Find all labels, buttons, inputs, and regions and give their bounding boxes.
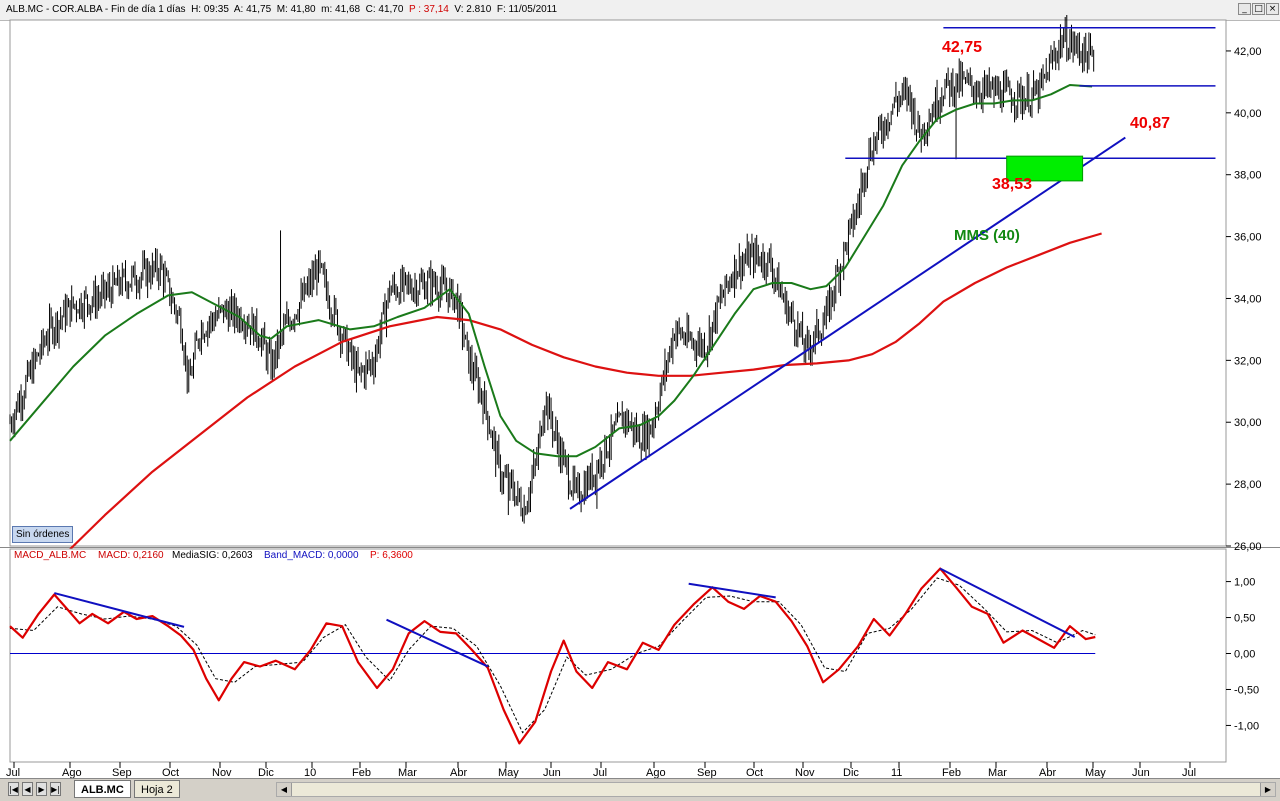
title-info: ALB.MC - COR.ALBA - Fin de día 1 días H:… <box>6 4 409 15</box>
level-support-label: 40,87 <box>1130 115 1170 132</box>
price-ytick-label: 32,00 <box>1234 355 1262 367</box>
month-tick-label: Abr <box>450 767 467 779</box>
month-tick-label: Dic <box>843 767 859 779</box>
title-p-value: P : 37,14 <box>408 4 449 15</box>
title-volume-date: V: 2.810 F: 11/05/2011 <box>448 4 558 15</box>
level-high-label: 42,75 <box>942 39 982 56</box>
macd-divergence-line <box>688 582 776 599</box>
macd-signal-value: MediaSIG: 0,2603 <box>172 550 253 561</box>
price-ytick-label: 26,00 <box>1234 541 1262 553</box>
price-ytick-label: 30,00 <box>1234 417 1262 429</box>
month-tick-label: Dic <box>258 767 274 779</box>
no-orders-badge[interactable]: Sin órdenes <box>12 526 74 543</box>
macd-divergence-line <box>939 567 1076 638</box>
last-sheet-button[interactable]: ▶| <box>50 782 61 796</box>
macd-ytick-label: 1,00 <box>1234 577 1255 589</box>
month-tick-label: Jul <box>6 767 20 779</box>
tab-hoja-2[interactable]: Hoja 2 <box>134 780 180 798</box>
price-ytick-label: 28,00 <box>1234 479 1262 491</box>
month-tick-label: Feb <box>942 767 961 779</box>
price-panel: 26,00 28,00 30,00 32,00 34,00 36,00 38,00 40,00… <box>0 15 1280 609</box>
level-low-label: 38,53 <box>992 176 1032 193</box>
month-tick-label: Abr <box>1039 767 1056 779</box>
month-tick-label: Jul <box>1182 767 1196 779</box>
target-zone-box <box>1006 155 1084 182</box>
macd-value: MACD: 0,2160 <box>98 550 164 561</box>
macd-ytick-label: -1,00 <box>1234 720 1259 732</box>
macd-plot-area <box>9 548 1227 763</box>
month-tick-label: Jun <box>543 767 561 779</box>
macd-divergence-line <box>54 592 185 628</box>
scroll-left-icon[interactable]: ◀ <box>277 783 292 796</box>
month-tick-label: Mar <box>398 767 417 779</box>
minimize-button[interactable]: _ <box>1238 3 1251 15</box>
macd-series-name: MACD_ALB.MC <box>14 550 86 561</box>
uptrend-line <box>569 136 1126 510</box>
macd-ytick-label: 0,00 <box>1234 649 1255 661</box>
macd-ytick-label: -0,50 <box>1234 684 1259 696</box>
month-tick-label: Jul <box>593 767 607 779</box>
mma40-line <box>9 84 1093 458</box>
month-tick-label: May <box>1085 767 1106 779</box>
price-plot-area <box>9 19 1227 547</box>
macd-panel: Jul Ago Sep Oct Nov Dic 10 Feb Mar Abr May Jun Jul Ag… <box>6 548 1259 779</box>
month-tick-label: Ago <box>62 767 82 779</box>
horizontal-scrollbar[interactable]: ◀ ▶ <box>276 782 1276 797</box>
price-bars <box>9 15 1095 524</box>
price-ytick-label: 40,00 <box>1234 108 1262 120</box>
window-title: ALB.MC - COR.ALBA - Fin de día 1 días H:… <box>6 4 557 15</box>
macd-divergence-line <box>386 618 489 668</box>
month-tick-label: May <box>498 767 519 779</box>
month-tick-label: Nov <box>795 767 815 779</box>
macd-p-value: P: 6,3600 <box>370 550 413 561</box>
next-sheet-button[interactable]: ▶ <box>36 782 47 796</box>
month-tick-label: Mar <box>988 767 1007 779</box>
macd-line <box>9 567 1096 745</box>
prev-sheet-button[interactable]: ◀ <box>22 782 33 796</box>
month-tick-label: Oct <box>162 767 179 779</box>
tab-alb-mc[interactable]: ALB.MC <box>74 780 131 798</box>
month-tick-label: 10 <box>304 767 316 779</box>
mma200-line <box>9 232 1102 609</box>
ma-label: MMS (40) <box>954 227 1020 244</box>
month-tick-label: Sep <box>697 767 717 779</box>
month-tick-label: Feb <box>352 767 371 779</box>
maximize-button[interactable]: □ <box>1252 3 1265 15</box>
macd-signal-line <box>9 577 1096 734</box>
macd-ytick-label: 0,50 <box>1234 613 1255 625</box>
close-button[interactable]: × <box>1266 3 1279 15</box>
month-tick-label: Ago <box>646 767 666 779</box>
first-sheet-button[interactable]: |◀ <box>8 782 19 796</box>
price-ytick-label: 34,00 <box>1234 293 1262 305</box>
month-tick-label: Jun <box>1132 767 1150 779</box>
price-ytick-label: 42,00 <box>1234 46 1262 58</box>
month-tick-label: Nov <box>212 767 232 779</box>
price-ytick-label: 38,00 <box>1234 170 1262 182</box>
price-ytick-label: 36,00 <box>1234 232 1262 244</box>
window-titlebar: ALB.MC - COR.ALBA - Fin de día 1 días H:… <box>0 0 1280 21</box>
macd-band-value: Band_MACD: 0,0000 <box>264 550 359 561</box>
sheet-tabbar: |◀ ◀ ▶ ▶| ALB.MC Hoja 2 ◀ ▶ <box>0 778 1280 801</box>
scroll-right-icon[interactable]: ▶ <box>1260 783 1275 796</box>
month-tick-label: Sep <box>112 767 132 779</box>
month-tick-label: Oct <box>746 767 763 779</box>
month-tick-label: 11 <box>891 767 902 779</box>
